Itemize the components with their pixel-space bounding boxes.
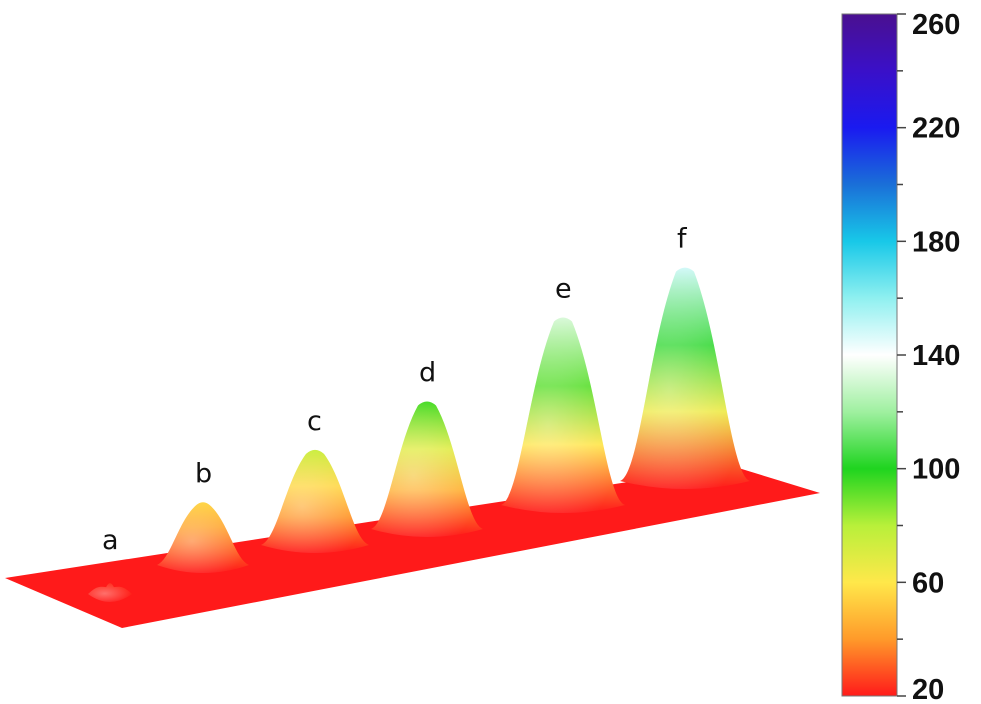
colorbar-tick-label: 180 bbox=[912, 226, 960, 258]
colorbar-tick-label: 60 bbox=[912, 567, 944, 599]
peak-d-highlight bbox=[371, 401, 483, 537]
peaks bbox=[88, 267, 750, 602]
peak-label-c: c bbox=[307, 406, 322, 437]
peak-label-b: b bbox=[195, 458, 212, 489]
colorbar-tick-label: 220 bbox=[912, 113, 960, 145]
peak-label-d: d bbox=[419, 358, 436, 389]
peak-e-highlight bbox=[501, 317, 625, 513]
peak-labels: a b c d e f bbox=[102, 224, 688, 556]
peak-b-highlight bbox=[157, 502, 249, 573]
peak-f-highlight bbox=[620, 267, 750, 489]
colorbar-tick-label: 100 bbox=[912, 454, 960, 486]
peak-label-e: e bbox=[555, 274, 572, 305]
colorbar-tick-label: 260 bbox=[912, 9, 960, 41]
colorbar-tick-labels: 260 220 180 140 100 60 20 bbox=[912, 9, 960, 704]
colorbar-ticks bbox=[897, 13, 906, 697]
colorbar-tick-label: 20 bbox=[912, 674, 944, 704]
peak-label-a: a bbox=[102, 525, 119, 556]
peak-label-f: f bbox=[677, 224, 688, 255]
colorbar-gradient bbox=[841, 13, 898, 697]
peak-c-highlight bbox=[261, 449, 369, 553]
colorbar: 260 220 180 140 100 60 20 bbox=[841, 9, 960, 704]
colorbar-tick-label: 140 bbox=[912, 340, 960, 372]
peak-a-highlight bbox=[88, 583, 132, 602]
